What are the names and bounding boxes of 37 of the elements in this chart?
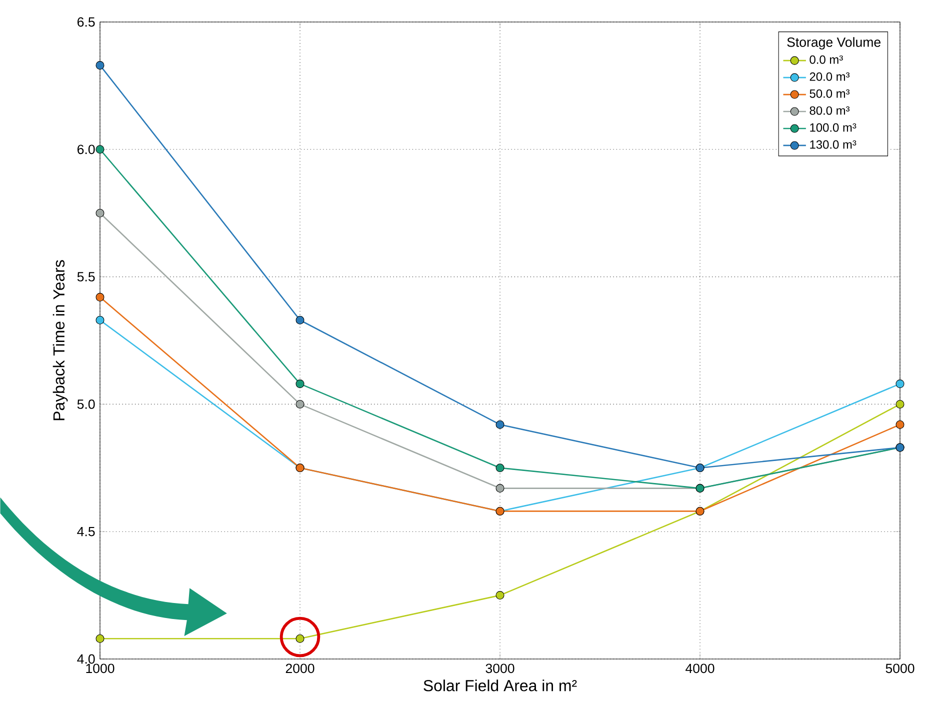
point: [96, 634, 104, 643]
y-axis-title: Payback Time in Years: [52, 260, 68, 420]
x-tick-label: 2000: [286, 664, 314, 674]
point: [496, 420, 504, 429]
point: [296, 380, 304, 388]
point: [896, 420, 904, 429]
legend-label: 130.0 m³: [810, 140, 856, 149]
legend-title: Storage Volume: [787, 37, 880, 50]
point: [896, 400, 904, 408]
point: [496, 484, 504, 493]
point: [296, 634, 304, 643]
legend-label: 50.0 m³: [810, 89, 850, 98]
x-tick-label: 1000: [86, 664, 114, 674]
y-tick-label: 6.5: [78, 17, 95, 27]
legend-label: 80.0 m³: [810, 106, 850, 115]
x-axis-title: Solar Field Area in m²: [424, 680, 577, 692]
legend-label: 0.0 m³: [810, 55, 843, 64]
legend-label: 20.0 m³: [810, 72, 850, 81]
point: [296, 400, 304, 408]
point: [96, 145, 104, 154]
y-tick-label: 4.0: [77, 654, 95, 664]
point: [296, 316, 304, 324]
point: [96, 208, 104, 218]
y-tick-label: 5.0: [77, 400, 95, 409]
y-tick-label: 6.0: [78, 144, 95, 154]
point: [896, 380, 904, 388]
x-tick-label: 5000: [886, 664, 914, 674]
point: [96, 292, 104, 302]
point: [96, 316, 104, 324]
x-tick-label: 4000: [686, 664, 714, 674]
y-tick-label: 4.5: [77, 526, 95, 536]
point: [496, 464, 504, 472]
legend-label: 100.0 m³: [810, 123, 856, 132]
point: [496, 591, 504, 600]
y-tick-label: 5.5: [77, 272, 95, 282]
x-tick-label: 3000: [486, 664, 514, 674]
point: [96, 61, 104, 70]
